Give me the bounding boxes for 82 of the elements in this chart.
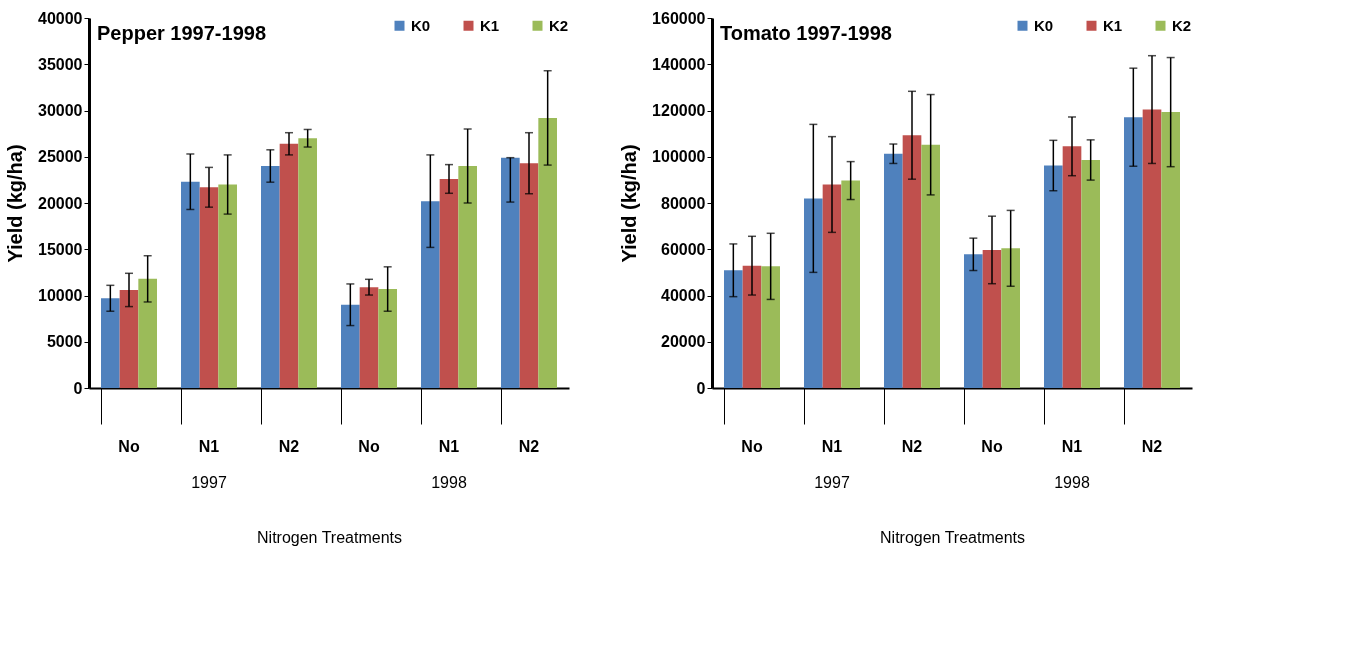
- bar: [538, 117, 557, 388]
- x-tick-label: N2: [901, 437, 923, 455]
- bar: [841, 180, 860, 388]
- y-tick-label: 140000: [652, 55, 706, 73]
- y-tick-label: 40000: [661, 287, 706, 304]
- bar: [822, 184, 842, 388]
- y-tick-label: 60000: [661, 240, 706, 258]
- y-tick-label: 10000: [38, 287, 83, 304]
- bar: [742, 265, 762, 388]
- y-tick-label: 35000: [38, 55, 83, 73]
- legend-label: K1: [480, 16, 500, 34]
- bar: [964, 254, 983, 388]
- bar: [458, 166, 477, 388]
- y-tick-label: 30000: [38, 102, 83, 119]
- y-tick-label: 25000: [38, 148, 83, 166]
- x-axis-title: Nitrogen Treatments: [880, 528, 1025, 546]
- y-tick-label: 40000: [38, 9, 83, 27]
- legend-label: K1: [1103, 16, 1123, 34]
- bar: [298, 138, 317, 388]
- text: 1998: [1054, 474, 1090, 491]
- bar: [724, 270, 743, 388]
- bar: [341, 304, 360, 388]
- y-tick-label: 160000: [652, 9, 706, 27]
- bar: [1142, 109, 1162, 388]
- bar: [519, 163, 539, 388]
- bar: [119, 289, 139, 388]
- y-tick-label: 15000: [38, 240, 83, 258]
- x-tick-label: N2: [1141, 437, 1163, 455]
- chart-title: Pepper 1997-1998: [97, 22, 267, 44]
- bar: [181, 181, 200, 388]
- y-tick-label: 120000: [652, 102, 706, 119]
- x-tick-label: N1: [821, 437, 843, 455]
- x-tick-label: N2: [278, 437, 300, 455]
- y-tick-label: 0: [73, 379, 83, 397]
- y-tick-label: 100000: [652, 148, 706, 166]
- bar: [804, 198, 823, 388]
- legend-label: K0: [1034, 16, 1054, 34]
- x-tick-label: No: [981, 437, 1003, 455]
- legend-label: K0: [411, 16, 431, 34]
- y-tick-label: 5000: [46, 333, 83, 351]
- legend-label: K2: [549, 16, 569, 34]
- chart-title: Tomato 1997-1998: [720, 22, 892, 44]
- y-axis-title: Yield (kg/ha): [4, 144, 27, 263]
- x-axis-title: Nitrogen Treatments: [257, 528, 402, 546]
- x-tick-label: N1: [1061, 437, 1083, 455]
- bar: [982, 249, 1002, 388]
- bar: [1044, 165, 1063, 388]
- y-tick-label: 80000: [661, 194, 706, 212]
- text: 1998: [431, 474, 467, 491]
- bar: [421, 201, 440, 388]
- x-tick-label: No: [741, 437, 763, 455]
- x-tick-label: N1: [438, 437, 460, 455]
- text: 1997: [814, 474, 850, 491]
- y-axis-title: Yield (kg/ha): [618, 144, 641, 263]
- bar: [902, 135, 922, 388]
- x-tick-label: No: [118, 437, 140, 455]
- bar: [1081, 159, 1100, 388]
- bar: [884, 153, 903, 388]
- bar: [261, 166, 280, 388]
- y-tick-label: 0: [696, 379, 706, 397]
- y-tick-label: 20000: [38, 194, 83, 212]
- bar: [218, 184, 237, 388]
- bar: [1124, 117, 1143, 388]
- y-tick-label: 20000: [661, 333, 706, 351]
- bar: [1062, 146, 1082, 388]
- bar: [199, 187, 219, 388]
- bar: [761, 266, 780, 388]
- bar: [138, 278, 157, 388]
- x-tick-label: No: [358, 437, 380, 455]
- text: 1997: [191, 474, 227, 491]
- bar: [101, 298, 120, 388]
- x-tick-label: N1: [198, 437, 220, 455]
- bar: [378, 289, 397, 388]
- x-tick-label: N2: [518, 437, 540, 455]
- bar: [439, 178, 459, 388]
- bar: [501, 157, 520, 388]
- bar: [279, 143, 299, 388]
- bar: [1001, 248, 1020, 388]
- bar: [359, 287, 379, 388]
- bar: [1161, 112, 1180, 388]
- legend-label: K2: [1172, 16, 1192, 34]
- bar: [921, 144, 940, 388]
